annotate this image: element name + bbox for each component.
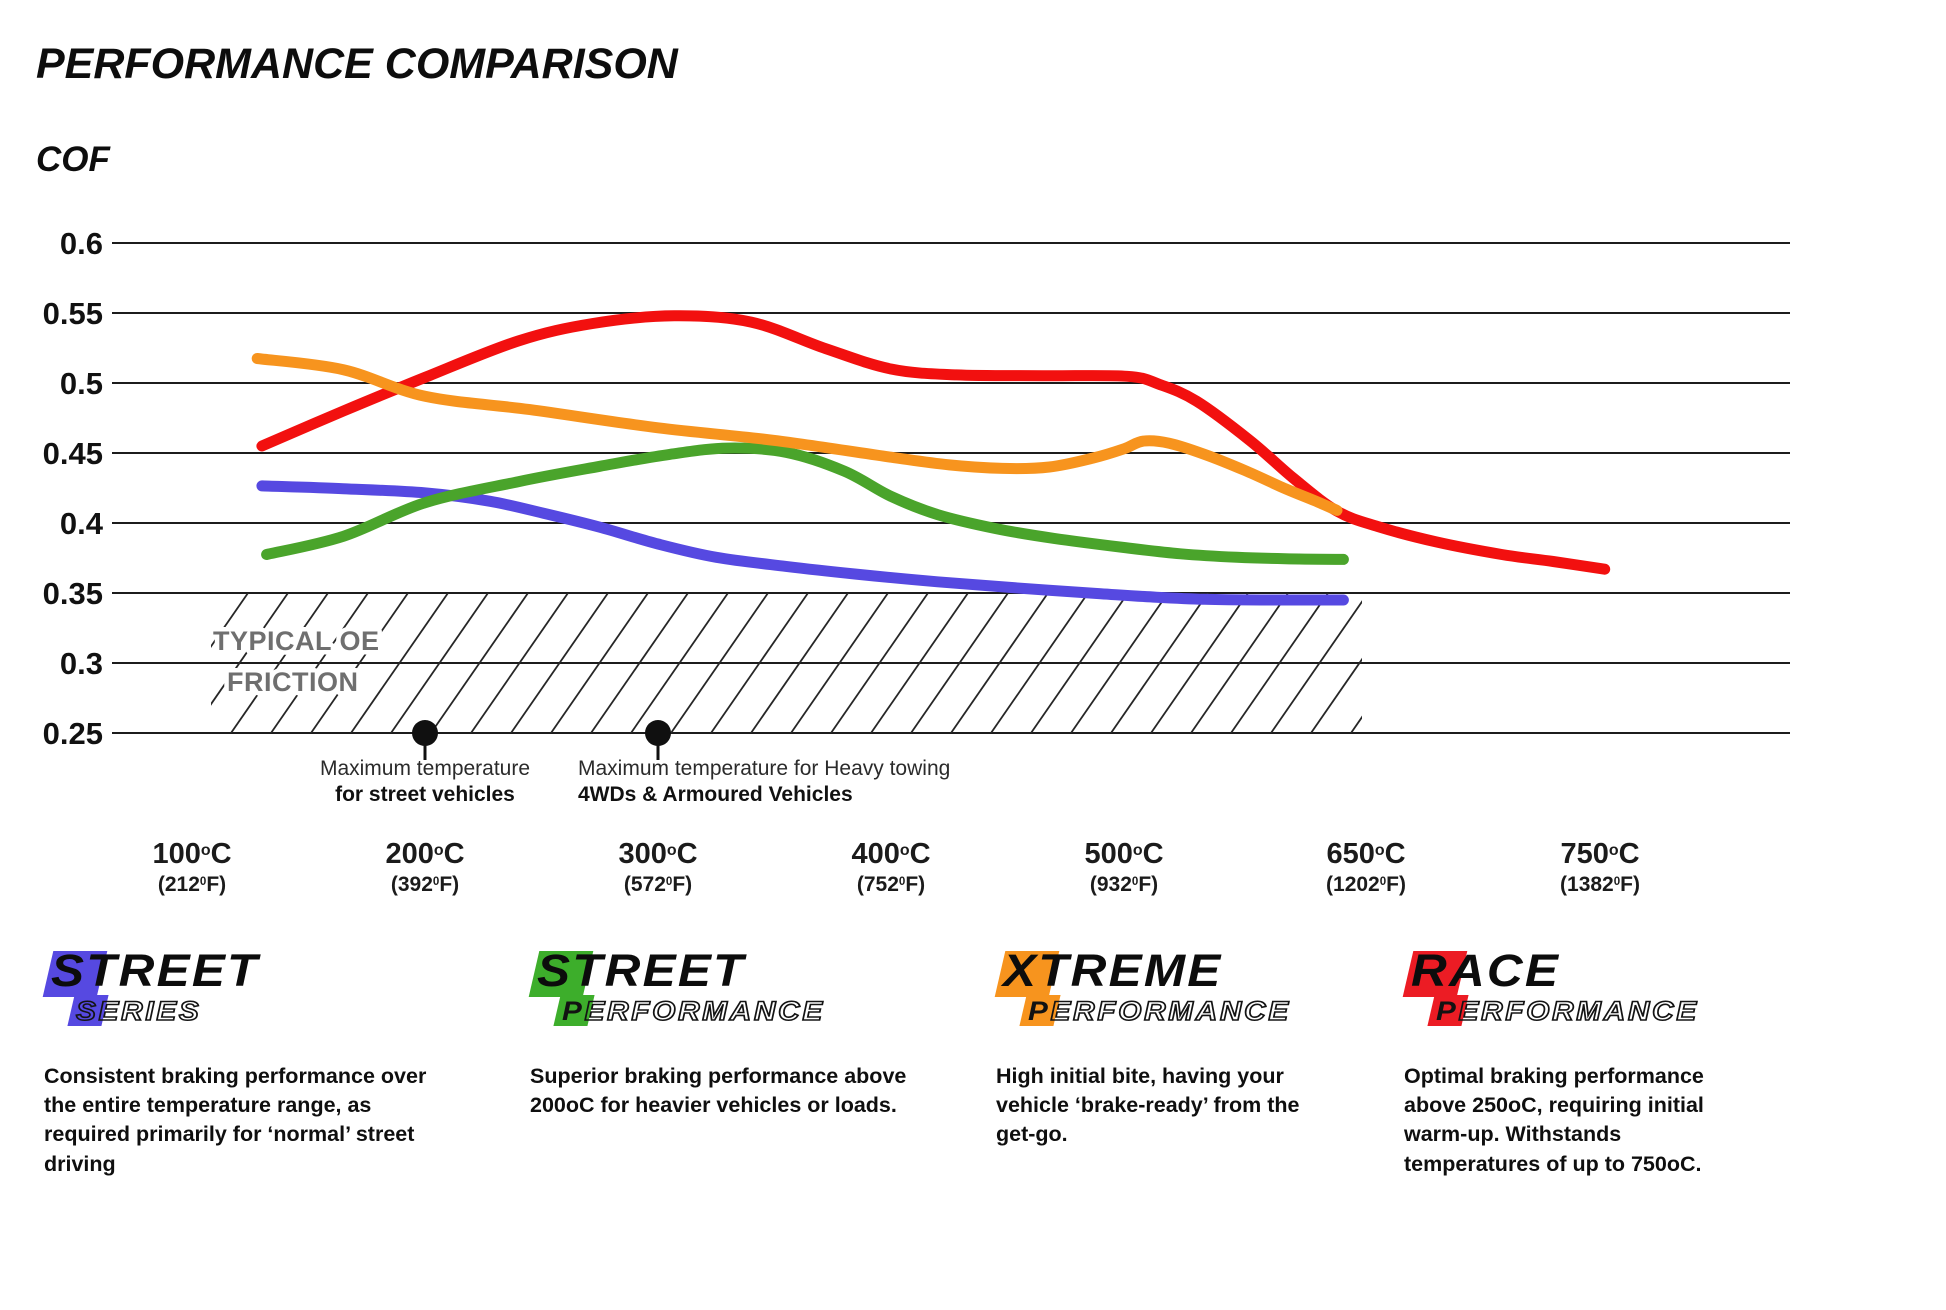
x-tick-label: 400oC (7520F) [851,838,931,896]
logo-word-sub: PERFORMANCE [1436,996,1699,1026]
street-performance-logo: STREET PERFORMANCE [528,945,908,1032]
y-tick-label: 0.45 [43,436,103,471]
legend-description: High initial bite, having your vehicle ‘… [996,1064,1300,1147]
logo-word-sub: PERFORMANCE [1028,996,1291,1026]
y-tick-label: 0.55 [43,296,103,331]
legend-description: Consistent braking performance over the … [44,1064,427,1176]
hatch-line [1230,593,1329,733]
logo-word-sub: PERFORMANCE [562,996,825,1026]
y-tick-label: 0.3 [60,646,103,681]
y-tick-label: 0.35 [43,576,103,611]
hatch-line [1270,600,1362,733]
xtreme-performance-logo: XTREME PERFORMANCE [994,945,1328,1032]
legend-item-race-performance: RACE PERFORMANCE Optimal braking perform… [1402,945,1749,1179]
legend-description: Superior braking performance above 200oC… [530,1064,907,1118]
series-line-xtreme-performance [251,353,1343,516]
logo-sub-rest: ERIES [98,996,202,1026]
y-axis-title: COF [36,140,110,179]
hatch-line [950,593,1049,733]
y-tick-label: 0.25 [43,716,103,751]
hatch-line [870,593,969,733]
legend-item-xtreme-performance: XTREME PERFORMANCE High initial bite, ha… [994,945,1328,1150]
hatch-line [670,593,769,733]
logo-sub-rest: ERFORMANCE [1050,996,1291,1026]
hatch-line [1310,657,1362,733]
max-temp-annotation: Maximum temperature for street vehicles [319,757,531,806]
hatch-line [550,593,649,733]
logo-sub-initial: S [75,996,99,1026]
x-tick-label: 200oC (3920F) [385,838,465,896]
logo-word-top: STREET [537,945,746,996]
logo-word-sub: SERIES [75,996,202,1026]
max-temp-marker [645,720,671,746]
hatch-line [390,593,489,733]
hatch-line [790,593,889,733]
logo-word-top: XTREME [1003,945,1223,996]
x-tick-label: 750oC (13820F) [1560,838,1640,896]
hatch-line [750,593,849,733]
series-line-race-performance [256,310,1611,575]
hatch-line [590,593,689,733]
hatch-line [1110,593,1209,733]
hatch-line [1150,593,1249,733]
logo-word-top: STREET [51,945,260,996]
logo-sub-initial: P [562,996,585,1026]
hatch-line [710,593,809,733]
oe-friction-label: TYPICAL OE [213,626,380,656]
legend-item-street-series: STREET SERIES Consistent braking perform… [42,945,440,1179]
legend-item-street-performance: STREET PERFORMANCE Superior braking perf… [528,945,908,1120]
page-title: PERFORMANCE COMPARISON [36,40,678,88]
hatch-line [1030,593,1129,733]
hatch-line [990,593,1089,733]
y-tick-label: 0.4 [60,506,104,541]
x-axis: 100oC (2120F) 200oC (3920F) 300oC (5720F) 400o… [0,840,1946,920]
hatch-line [510,593,609,733]
hatch-line [630,593,729,733]
x-tick-label: 650oC (12020F) [1326,838,1406,896]
series-line-street-performance [261,442,1349,565]
race-performance-logo: RACE PERFORMANCE [1402,945,1749,1032]
logo-sub-initial: P [1436,996,1459,1026]
hatch-line [211,593,289,706]
hatch-line [211,593,249,648]
logo-word-top: RACE [1411,945,1561,996]
oe-friction-hatch [211,593,1362,733]
hatch-line [830,593,929,733]
hatch-line [270,593,369,733]
hatch-line [1070,593,1169,733]
logo-sub-rest: ERFORMANCE [1458,996,1699,1026]
hatch-line [430,593,529,733]
legend-description: Optimal braking performance above 250oC,… [1404,1064,1704,1176]
x-tick-label: 500oC (9320F) [1084,838,1164,896]
hatch-line [910,593,1009,733]
logo-sub-rest: ERFORMANCE [584,996,825,1026]
cof-line-chart: 0.6 0.55 0.5 0.45 0.4 0.35 0.3 0.25 TYPICAL OE FR… [43,226,1790,760]
x-tick-label: 100oC (2120F) [152,838,232,896]
logo-sub-initial: P [1028,996,1051,1026]
oe-friction-label: FRICTION [227,667,359,697]
hatch-line [1190,593,1289,733]
y-tick-label: 0.6 [60,226,103,261]
hatch-line [350,593,449,733]
hatch-line [310,593,409,733]
y-tick-label: 0.5 [60,366,103,401]
hatch-line [470,593,569,733]
x-tick-label: 300oC (5720F) [618,838,698,896]
max-temp-annotation: Maximum temperature for Heavy towing 4WDs… [578,757,951,806]
hatch-line [230,593,329,733]
max-temp-marker [412,720,438,746]
street-series-logo: STREET SERIES [42,945,440,1032]
